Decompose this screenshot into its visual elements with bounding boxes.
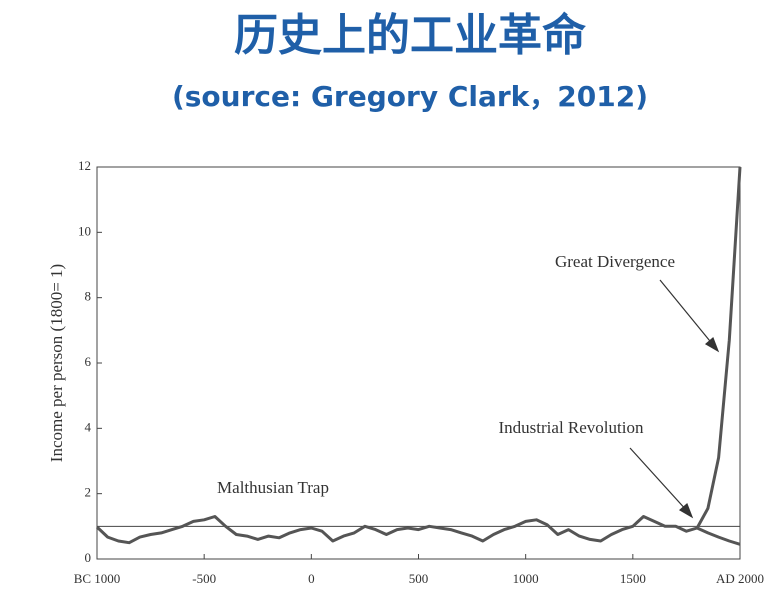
arrow-head xyxy=(704,336,720,353)
y-tick-label: 6 xyxy=(85,354,92,369)
x-tick-label: 1000 xyxy=(513,571,539,586)
y-tick-label: 0 xyxy=(85,550,92,565)
chart-subtitle: (source: Gregory Clark，2012) xyxy=(172,80,648,113)
arrow xyxy=(629,447,689,513)
y-axis-label: Income per person (1800= 1) xyxy=(47,264,66,462)
data-line xyxy=(95,166,742,545)
x-tick-label: 500 xyxy=(409,571,429,586)
arrows xyxy=(629,279,720,519)
data-line xyxy=(696,526,741,546)
y-tick-label: 10 xyxy=(78,223,91,238)
y-tick-label: 4 xyxy=(85,419,92,434)
arrow-head xyxy=(678,502,694,519)
chart-title: 历史上的工业革命 xyxy=(234,10,586,61)
y-tick-label: 8 xyxy=(85,289,92,304)
y-tick-label: 2 xyxy=(85,485,92,500)
x-tick-label: 0 xyxy=(308,571,315,586)
y-tick-label: 12 xyxy=(78,158,91,173)
x-tick-label: AD 2000 xyxy=(716,571,764,586)
annotation: Industrial Revolution xyxy=(499,418,644,437)
x-tick-label: -500 xyxy=(192,571,216,586)
arrow xyxy=(659,279,715,347)
x-tick-label: 1500 xyxy=(620,571,646,586)
annotation: Malthusian Trap xyxy=(217,478,329,497)
x-tick-label: BC 1000 xyxy=(74,571,121,586)
plot-frame xyxy=(96,166,741,560)
annotation: Great Divergence xyxy=(555,252,675,271)
